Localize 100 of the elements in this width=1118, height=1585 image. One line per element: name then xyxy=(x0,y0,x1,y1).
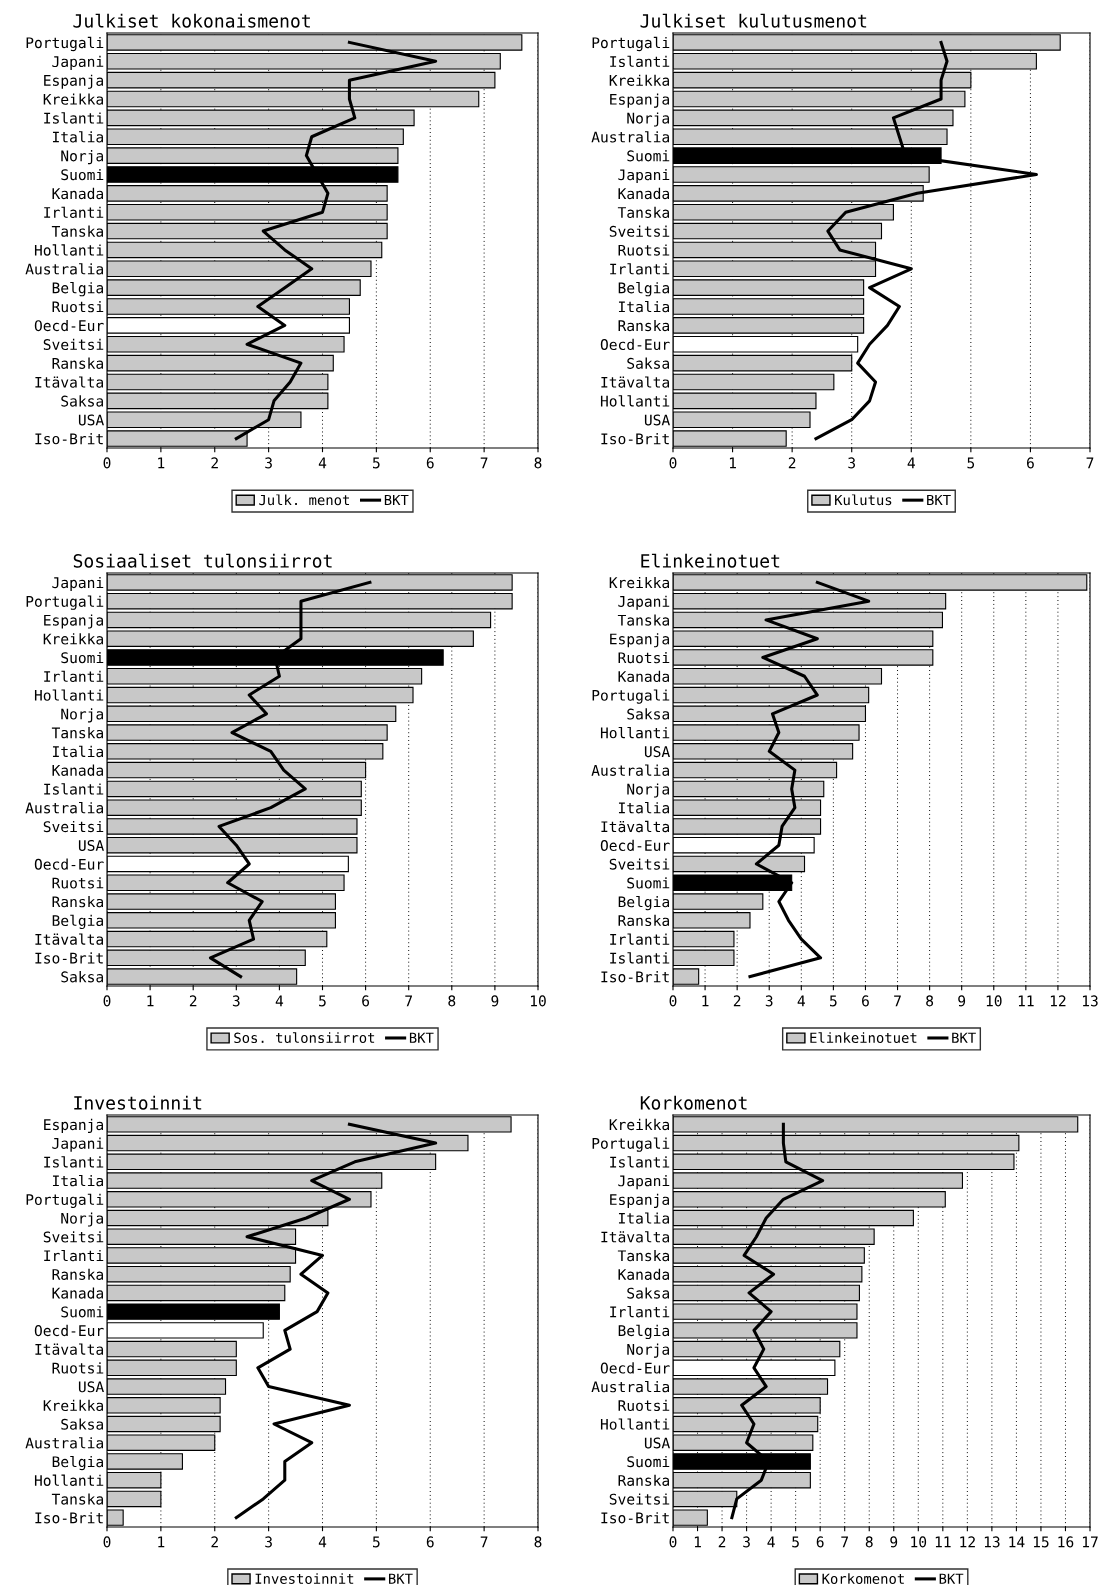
y-tick-label: Hollanti xyxy=(600,1418,670,1430)
y-tick-label: Australia xyxy=(25,802,103,814)
y-tick-label: Norja xyxy=(61,150,103,165)
x-tick-label: 17 xyxy=(1082,1536,1098,1548)
x-tick-label: 11 xyxy=(1018,995,1034,1007)
y-tick-label: Tanska xyxy=(617,1249,669,1262)
y-tick-label: Belgia xyxy=(618,282,669,297)
y-tick-label: Sveitsi xyxy=(43,820,104,833)
y-tick-label: Kreikka xyxy=(609,74,669,86)
y-tick-label: Italia xyxy=(618,1212,669,1224)
x-tick-label: 0 xyxy=(669,457,677,469)
x-tick-label: 1 xyxy=(694,1536,701,1548)
x-tick-label: 6 xyxy=(362,995,370,1007)
y-tick-label: Iso-Brit xyxy=(35,433,103,445)
y-tick-label: Saksa xyxy=(61,1418,103,1430)
y-tick-label: Itävalta xyxy=(601,820,669,833)
y-tick-label: Suomi xyxy=(61,651,104,664)
y-tick-label: USA xyxy=(78,414,104,426)
y-tick-label: Itävalta xyxy=(601,1231,669,1243)
x-tick-label: 4 xyxy=(907,457,915,469)
x-tick-label: 13 xyxy=(1082,995,1098,1007)
x-tick-label: 2 xyxy=(211,1536,218,1548)
x-tick-label: 4 xyxy=(767,1536,775,1548)
y-tick-label: Espanja xyxy=(44,614,103,629)
x-tick-label: 0 xyxy=(103,995,111,1007)
x-tick-label: 5 xyxy=(373,457,380,469)
y-tick-label: Belgia xyxy=(618,895,669,911)
y-tick-label: Islanti xyxy=(610,55,670,68)
y-tick-label: Islanti xyxy=(44,112,104,124)
y-tick-label: Kreikka xyxy=(609,1118,669,1131)
y-tick-label: Norja xyxy=(61,1212,103,1227)
x-tick-label: 8 xyxy=(865,1536,873,1548)
y-tick-label: Itävalta xyxy=(601,376,669,388)
y-tick-label: Saksa xyxy=(627,708,669,720)
x-tick-label: 1 xyxy=(702,995,709,1007)
x-tick-label: 4 xyxy=(275,995,284,1007)
chart-title: Julkiset kulutusmenot xyxy=(640,13,867,28)
y-tick-label: Ruotsi xyxy=(52,877,104,889)
x-tick-label: 8 xyxy=(534,1536,542,1548)
legend-label: BKT xyxy=(952,1032,976,1043)
y-tick-label: Ruotsi xyxy=(618,244,670,256)
y-tick-label: Oecd-Eur xyxy=(600,839,670,851)
y-tick-label: Saksa xyxy=(61,395,103,407)
y-tick-label: Japani xyxy=(618,168,670,184)
y-tick-label: Suomi xyxy=(627,150,670,162)
legend-label: Julk. menot xyxy=(259,494,350,506)
x-tick-label: 6 xyxy=(1026,457,1034,469)
x-tick-label: 13 xyxy=(984,1536,1000,1548)
y-tick-label: Ranska xyxy=(618,1474,669,1486)
y-tick-label: Islanti xyxy=(44,1156,104,1168)
x-tick-label: 6 xyxy=(426,1536,434,1548)
x-tick-label: 7 xyxy=(480,457,488,469)
y-tick-label: Belgia xyxy=(52,914,103,930)
y-tick-label: Ruotsi xyxy=(618,1399,670,1412)
y-tick-label: Ruotsi xyxy=(618,651,670,664)
x-tick-label: 6 xyxy=(816,1536,824,1548)
y-tick-label: Australia xyxy=(25,1437,103,1449)
y-tick-label: Ruotsi xyxy=(52,301,104,313)
y-tick-label: Ranska xyxy=(618,914,669,927)
y-tick-label: Ranska xyxy=(52,357,103,369)
chart-title: Korkomenot xyxy=(640,1095,747,1110)
y-tick-label: Iso-Brit xyxy=(601,433,669,445)
y-tick-label: USA xyxy=(644,414,670,426)
y-tick-label: Suomi xyxy=(61,168,104,181)
x-tick-label: 5 xyxy=(967,457,975,469)
legend-label: BKT xyxy=(927,494,951,506)
y-tick-label: Kreikka xyxy=(43,1399,103,1412)
y-tick-label: Hollanti xyxy=(34,689,104,701)
x-tick-label: 5 xyxy=(792,1536,799,1548)
y-tick-label: Kanada xyxy=(618,1268,669,1280)
y-tick-label: Kreikka xyxy=(43,93,103,105)
y-tick-label: Portugali xyxy=(26,36,104,52)
y-tick-label: Norja xyxy=(627,783,669,798)
y-tick-label: Tanska xyxy=(51,225,103,237)
y-tick-label: Hollanti xyxy=(34,1474,104,1486)
y-tick-label: Islanti xyxy=(44,783,104,795)
chart-title: Investoinnit xyxy=(74,1095,202,1110)
x-tick-label: 8 xyxy=(926,995,934,1007)
y-tick-label: Itävalta xyxy=(35,933,103,945)
y-tick-label: Suomi xyxy=(61,1306,104,1318)
y-tick-label: Italia xyxy=(618,300,669,313)
y-tick-label: Japani xyxy=(52,576,104,591)
x-tick-label: 2 xyxy=(189,995,197,1007)
x-tick-label: 3 xyxy=(265,1536,272,1548)
y-tick-label: Irlanti xyxy=(44,206,104,218)
y-tick-label: Kanada xyxy=(618,187,669,200)
y-tick-label: Italia xyxy=(52,745,103,758)
x-tick-label: 9 xyxy=(890,1536,898,1548)
y-tick-label: Suomi xyxy=(627,1455,670,1468)
y-tick-label: Irlanti xyxy=(610,1306,670,1318)
legend-label: Sos. tulonsiirrot xyxy=(234,1032,375,1044)
x-tick-label: 4 xyxy=(318,457,327,469)
x-tick-label: 1 xyxy=(158,457,165,469)
y-tick-label: Itävalta xyxy=(35,1343,103,1355)
x-tick-label: 4 xyxy=(797,995,805,1007)
y-tick-label: Saksa xyxy=(61,971,103,983)
y-tick-label: Hollanti xyxy=(600,395,670,407)
x-tick-label: 3 xyxy=(848,457,856,469)
y-tick-label: Norja xyxy=(627,112,669,127)
y-tick-label: Espanja xyxy=(44,1118,103,1133)
